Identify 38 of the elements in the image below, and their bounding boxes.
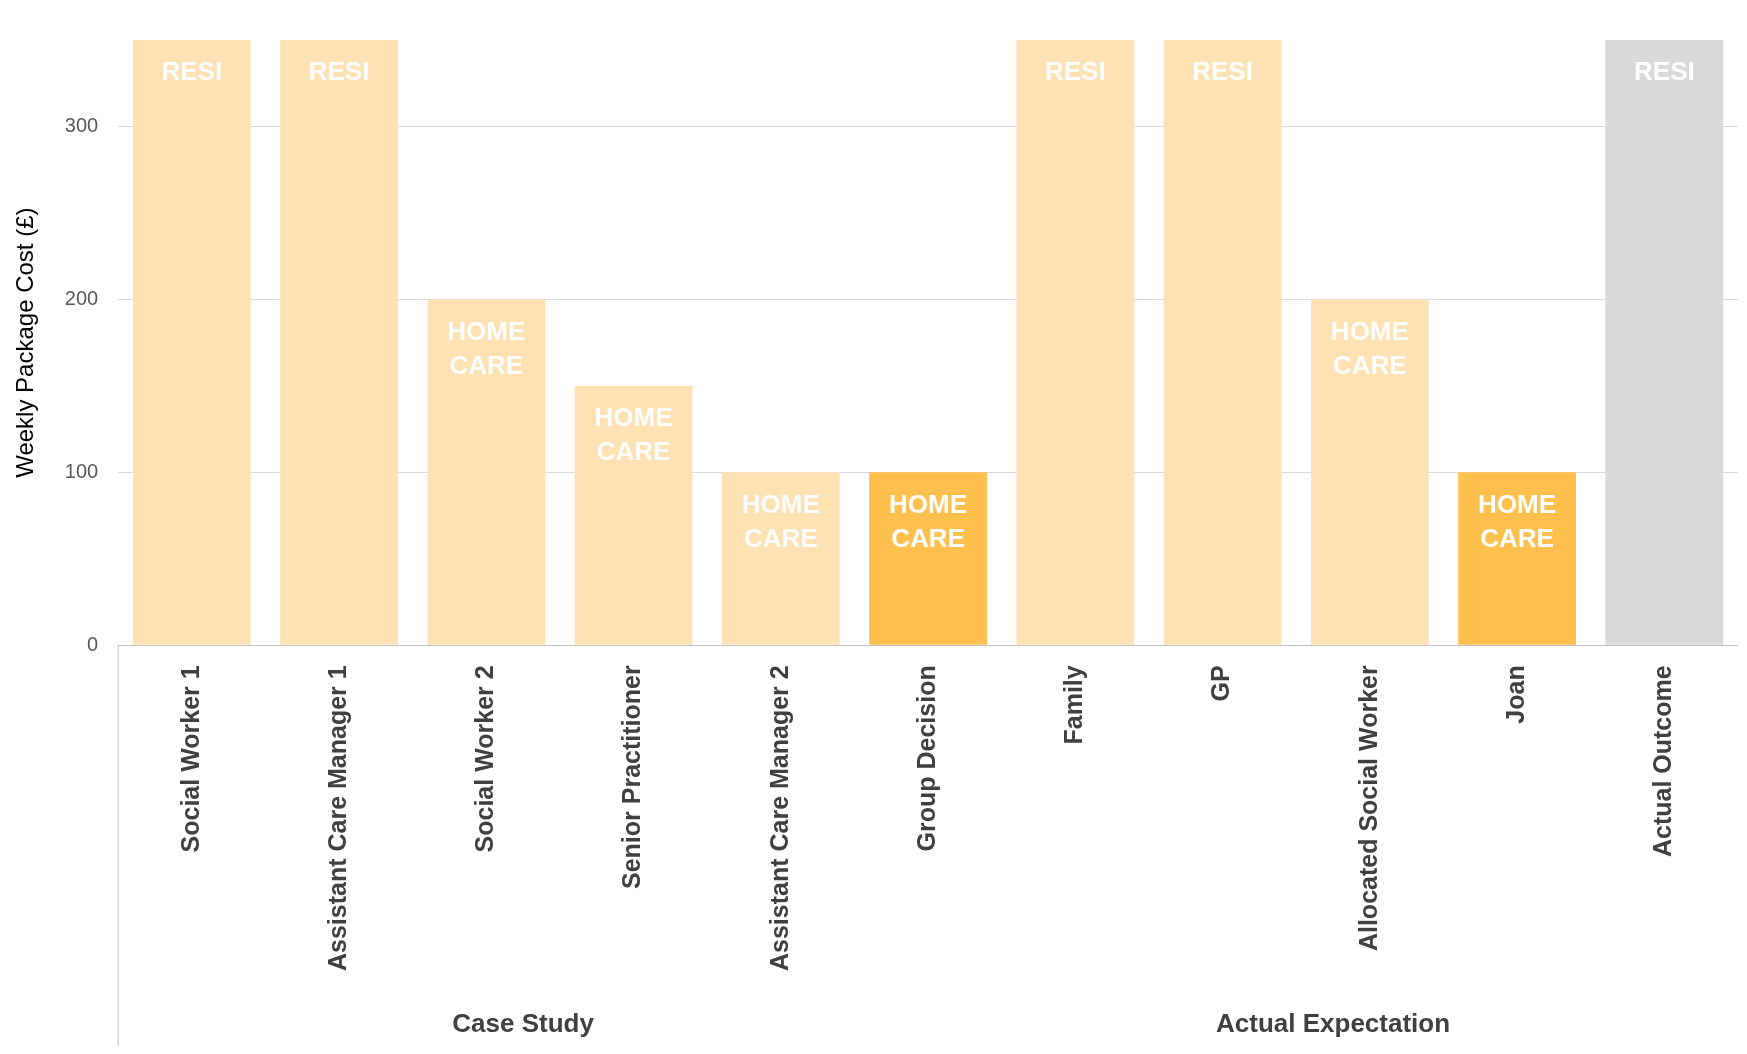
data-label: HOME CARE bbox=[594, 402, 673, 467]
bar bbox=[721, 472, 840, 645]
bar bbox=[427, 299, 546, 645]
x-tick-label: Social Worker 2 bbox=[470, 665, 499, 853]
bar bbox=[1458, 472, 1577, 645]
text: Case Study bbox=[452, 1008, 595, 1039]
y-tick-label: 200 bbox=[64, 286, 99, 309]
bar bbox=[1163, 40, 1282, 645]
x-tick-label: Senior Practitioner bbox=[617, 665, 646, 889]
bar bbox=[574, 385, 693, 645]
x-tick-label: Assistant Care Manager 2 bbox=[764, 665, 793, 972]
x-tick-label: Group Decision bbox=[911, 665, 940, 852]
bar bbox=[869, 472, 987, 645]
x-tick-label: GP bbox=[1206, 665, 1235, 702]
data-label: HOME CARE bbox=[1478, 488, 1557, 553]
x-tick-label: Assistant Care Manager 1 bbox=[322, 665, 351, 972]
y-tick-label: 0 bbox=[87, 632, 99, 655]
bar bbox=[132, 40, 251, 645]
data-label: RESI bbox=[1192, 56, 1253, 87]
data-label: RESI bbox=[161, 56, 223, 87]
text: Actual Expectation bbox=[1216, 1008, 1451, 1039]
x-tick-label: Social Worker 1 bbox=[175, 665, 204, 853]
data-label: HOME CARE bbox=[741, 488, 820, 553]
x-tick-label: Family bbox=[1059, 665, 1088, 745]
y-axis-title: Weekly Package Cost (£) bbox=[11, 207, 39, 478]
data-label: HOME CARE bbox=[889, 488, 968, 553]
bar bbox=[280, 40, 398, 645]
bar bbox=[1310, 299, 1429, 645]
y-tick-label: 300 bbox=[64, 113, 99, 136]
data-label: HOME CARE bbox=[447, 315, 526, 380]
x-tick-label: Actual Outcome bbox=[1648, 665, 1677, 858]
x-tick-label: Joan bbox=[1501, 665, 1529, 724]
data-label: HOME CARE bbox=[1330, 315, 1409, 380]
data-label: RESI bbox=[308, 56, 370, 87]
data-label: RESI bbox=[1045, 56, 1106, 87]
bar bbox=[1016, 40, 1135, 645]
y-tick-label: 100 bbox=[64, 459, 99, 482]
x-tick-label: Allocated Social Worker bbox=[1353, 665, 1382, 952]
